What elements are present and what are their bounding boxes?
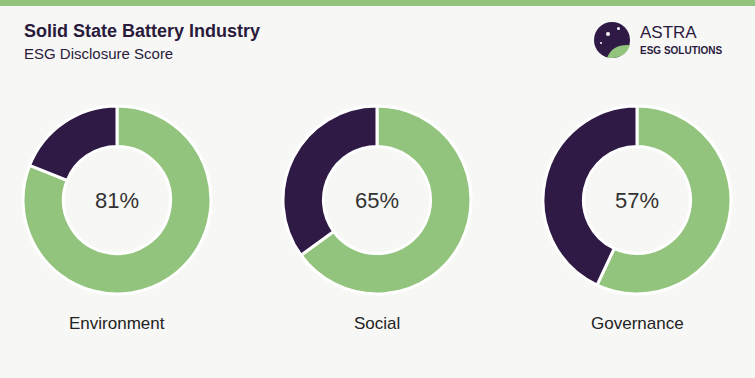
svg-text:Governance: Governance <box>591 314 684 333</box>
svg-text:81%: 81% <box>95 188 139 213</box>
svg-text:ASTRA: ASTRA <box>640 23 697 42</box>
svg-text:65%: 65% <box>355 188 399 213</box>
svg-text:ESG SOLUTIONS: ESG SOLUTIONS <box>640 45 723 56</box>
svg-text:ESG Disclosure Score: ESG Disclosure Score <box>24 45 173 62</box>
svg-text:Solid State Battery Industry: Solid State Battery Industry <box>24 21 260 41</box>
svg-text:Social: Social <box>354 314 400 333</box>
svg-text:57%: 57% <box>615 188 659 213</box>
svg-text:Environment: Environment <box>69 314 165 333</box>
